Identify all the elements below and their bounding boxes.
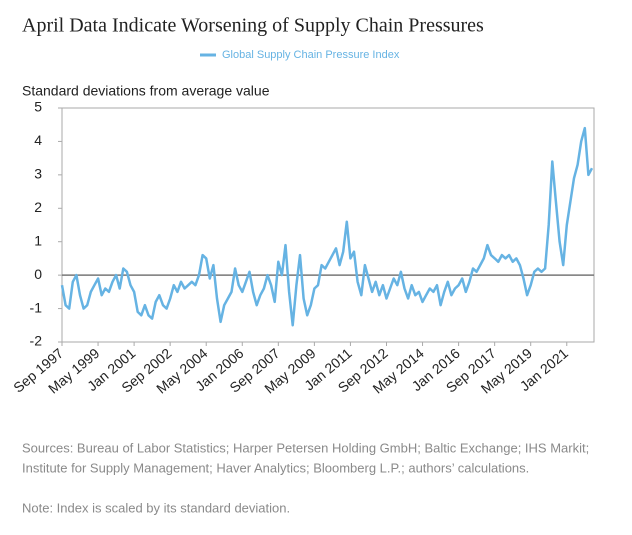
y-tick-label: 1: [34, 232, 42, 248]
y-tick-label: 0: [34, 266, 42, 282]
series-line: [60, 126, 594, 327]
y-tick-label: 4: [34, 132, 42, 148]
y-axis-label: Standard deviations from average value: [22, 83, 270, 99]
y-tick-label: -1: [30, 299, 43, 315]
chart-title: April Data Indicate Worsening of Supply …: [22, 15, 484, 37]
plot-frame: [61, 107, 595, 343]
legend-label: Global Supply Chain Pressure Index: [222, 49, 400, 61]
y-tick-label: 2: [34, 199, 42, 215]
y-tick-label: -2: [30, 333, 43, 349]
source-line: Sources: Bureau of Labor Statistics; Har…: [22, 440, 589, 455]
source-line: Institute for Supply Management; Haver A…: [22, 460, 529, 475]
y-tick-label: 3: [34, 166, 42, 182]
y-tick-label: 5: [34, 99, 42, 115]
note: Note: Index is scaled by its standard de…: [22, 500, 290, 515]
